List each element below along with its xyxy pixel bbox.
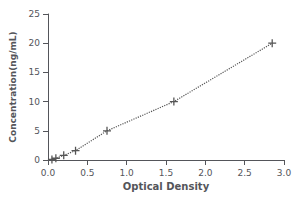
svg-text:20: 20 <box>29 38 41 48</box>
svg-text:3.0: 3.0 <box>277 168 292 178</box>
svg-text:2.5: 2.5 <box>238 168 252 178</box>
svg-text:2.0: 2.0 <box>198 168 213 178</box>
svg-text:15: 15 <box>29 67 40 77</box>
svg-text:5: 5 <box>34 126 40 136</box>
svg-text:0.5: 0.5 <box>80 168 94 178</box>
svg-text:Concentration(ng/mL): Concentration(ng/mL) <box>8 31 18 142</box>
svg-text:1.0: 1.0 <box>120 168 135 178</box>
svg-text:10: 10 <box>29 97 41 107</box>
svg-text:1.5: 1.5 <box>159 168 173 178</box>
svg-text:0.0: 0.0 <box>41 168 56 178</box>
svg-text:25: 25 <box>29 9 40 19</box>
svg-text:0: 0 <box>34 155 40 165</box>
svg-text:Optical Density: Optical Density <box>123 181 210 192</box>
